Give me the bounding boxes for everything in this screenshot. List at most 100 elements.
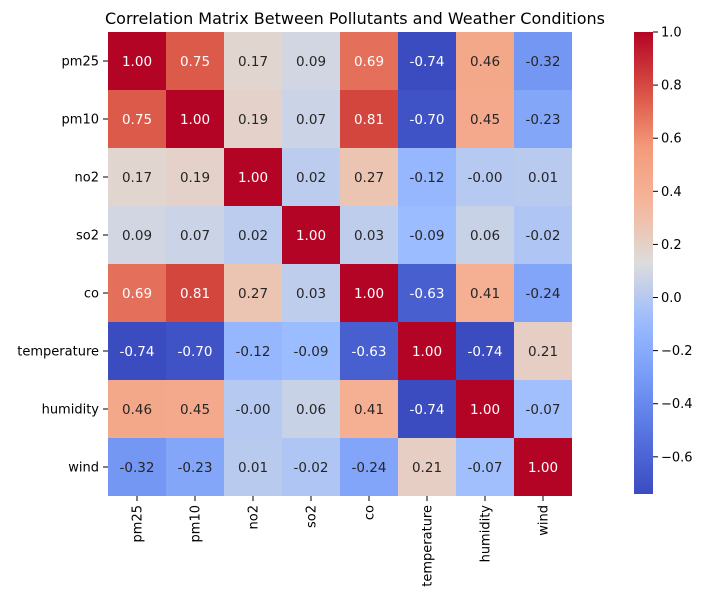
y-tick-label: so2	[76, 229, 99, 244]
x-tick-label: so2	[305, 505, 320, 528]
cell-value-label: 0.07	[180, 228, 210, 244]
y-tick-label: pm25	[62, 55, 99, 70]
y-tick-label: pm10	[62, 113, 99, 128]
heatmap-cell	[108, 322, 166, 380]
heatmap-cell	[224, 264, 282, 322]
heatmap-cell	[514, 148, 572, 206]
heatmap-cell	[340, 380, 398, 438]
heatmap-cell	[108, 438, 166, 496]
colorbar-tick-label: 0.6	[661, 132, 682, 147]
heatmap-cell	[224, 322, 282, 380]
cell-value-label: -0.70	[410, 112, 445, 128]
heatmap-cell	[282, 32, 340, 90]
x-tick-label: no2	[247, 505, 262, 529]
y-tick-label: co	[84, 287, 99, 302]
cell-value-label: 0.02	[296, 170, 326, 186]
heatmap-cell	[166, 32, 224, 90]
cell-value-label: -0.23	[526, 112, 561, 128]
chart-title: Correlation Matrix Between Pollutants an…	[105, 9, 605, 28]
colorbar-tick-label: −0.2	[661, 344, 693, 359]
y-tick-label: wind	[68, 461, 99, 476]
heatmap-cell	[282, 264, 340, 322]
heatmap-cell	[456, 438, 514, 496]
heatmap-cell	[456, 206, 514, 264]
colorbar	[634, 32, 653, 494]
cell-value-label: -0.12	[236, 344, 271, 360]
cell-value-label: 1.00	[180, 112, 210, 128]
cell-value-label: 1.00	[296, 228, 326, 244]
cell-value-label: 0.09	[122, 228, 152, 244]
cell-value-label: -0.74	[468, 344, 503, 360]
cell-value-label: 0.03	[296, 286, 326, 302]
y-axis: pm25 pm10 no2 so2 co temperature humidity wind	[17, 55, 108, 476]
heatmap-cell	[166, 90, 224, 148]
heatmap-cell	[108, 380, 166, 438]
cell-value-label: 0.17	[122, 170, 152, 186]
cell-value-label: 1.00	[238, 170, 268, 186]
y-tick-label: humidity	[42, 403, 100, 418]
heatmap-cell	[166, 148, 224, 206]
colorbar-tick-label: −0.6	[661, 450, 693, 465]
cell-value-label: -0.63	[410, 286, 445, 302]
x-tick-label: humidity	[479, 505, 494, 563]
heatmap-cell	[282, 322, 340, 380]
heatmap-cell	[224, 148, 282, 206]
heatmap-cell	[514, 322, 572, 380]
x-tick-label: co	[363, 505, 378, 520]
cell-value-label: 0.81	[180, 286, 210, 302]
cell-value-label: -0.32	[526, 54, 561, 70]
heatmap-cell	[108, 32, 166, 90]
heatmap-cells	[108, 32, 572, 496]
cell-value-label: -0.63	[352, 344, 387, 360]
cell-value-label: 0.27	[354, 170, 384, 186]
cell-value-label: 0.69	[354, 54, 384, 70]
cell-value-label: -0.02	[294, 460, 329, 476]
cell-value-label: 0.45	[470, 112, 500, 128]
heatmap-cell	[108, 206, 166, 264]
heatmap-cell	[282, 148, 340, 206]
heatmap-cell	[166, 438, 224, 496]
cell-value-label: 0.01	[528, 170, 558, 186]
y-tick-label: temperature	[17, 345, 99, 360]
cell-value-label: 0.41	[470, 286, 500, 302]
cell-value-label: -0.12	[410, 170, 445, 186]
x-tick-label: pm10	[189, 505, 204, 542]
cell-value-label: 0.75	[180, 54, 210, 70]
cell-value-label: -0.24	[526, 286, 561, 302]
cell-value-label: 0.03	[354, 228, 384, 244]
cell-value-label: 0.19	[180, 170, 210, 186]
heatmap-cell	[166, 206, 224, 264]
heatmap-cell	[224, 90, 282, 148]
cell-value-label: 0.27	[238, 286, 268, 302]
heatmap-cell	[166, 380, 224, 438]
heatmap-cell	[514, 90, 572, 148]
cell-value-label: -0.09	[410, 228, 445, 244]
cell-value-label: -0.74	[120, 344, 155, 360]
heatmap-cell	[108, 264, 166, 322]
cell-value-label: -0.07	[526, 402, 561, 418]
cell-value-label: 0.69	[122, 286, 152, 302]
cell-value-label: 0.45	[180, 402, 210, 418]
heatmap-cell	[456, 148, 514, 206]
heatmap-cell	[282, 380, 340, 438]
cell-value-label: -0.74	[410, 54, 445, 70]
cell-value-label: 1.00	[470, 402, 500, 418]
heatmap-cell	[398, 264, 456, 322]
cell-value-label: -0.70	[178, 344, 213, 360]
heatmap-cell	[456, 264, 514, 322]
cell-value-label: -0.32	[120, 460, 155, 476]
cell-value-label: 0.46	[470, 54, 500, 70]
heatmap-cell	[456, 90, 514, 148]
heatmap-cell	[108, 90, 166, 148]
cell-value-label: 0.19	[238, 112, 268, 128]
heatmap-cell	[340, 148, 398, 206]
heatmap-cell	[398, 90, 456, 148]
heatmap-cell	[340, 32, 398, 90]
cell-value-label: 1.00	[122, 54, 152, 70]
x-tick-label: pm25	[131, 505, 146, 542]
heatmap-cell	[398, 438, 456, 496]
heatmap-cell	[398, 148, 456, 206]
cell-value-label: 0.09	[296, 54, 326, 70]
heatmap-cell	[166, 322, 224, 380]
heatmap-cell	[166, 264, 224, 322]
